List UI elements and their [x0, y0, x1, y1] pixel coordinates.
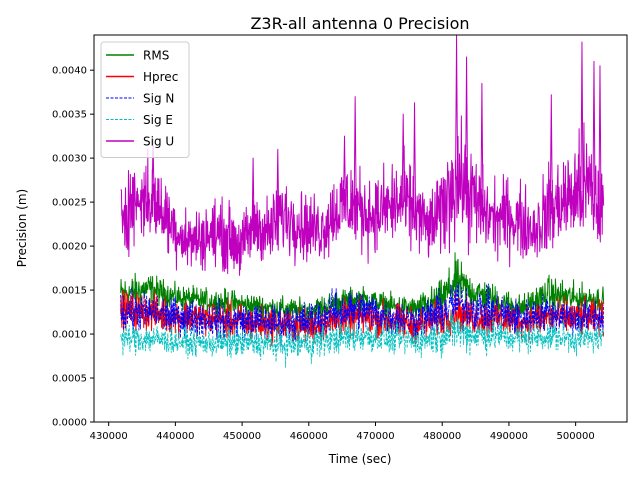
y-tick-label: 0.0025 — [52, 198, 87, 209]
y-tick-label: 0.0030 — [52, 154, 87, 165]
x-tick-label: 470000 — [356, 431, 394, 442]
legend-label: Hprec — [143, 70, 178, 84]
y-tick-label: 0.0005 — [52, 374, 87, 385]
legend-label: Sig E — [143, 113, 173, 127]
y-tick-label: 0.0010 — [52, 330, 87, 341]
y-tick-label: 0.0000 — [52, 418, 87, 429]
y-tick-label: 0.0040 — [52, 66, 87, 77]
y-axis-label: Precision (m) — [15, 189, 29, 267]
axes-frame — [93, 34, 628, 423]
legend: RMS Hprec Sig N Sig E Sig U — [100, 41, 190, 158]
y-tick-label: 0.0035 — [52, 110, 87, 121]
y-tick-label: 0.0020 — [52, 242, 87, 253]
x-axis-label: Time (sec) — [328, 452, 392, 466]
legend-label: RMS — [143, 49, 169, 63]
y-tick-label: 0.0015 — [52, 286, 87, 297]
legend-label: Sig U — [143, 135, 174, 149]
x-tick-label: 430000 — [90, 431, 128, 442]
x-tick-label: 500000 — [557, 431, 595, 442]
legend-label: Sig N — [143, 92, 174, 106]
x-tick-label: 460000 — [290, 431, 328, 442]
series-line-sig-n — [120, 281, 605, 346]
x-axis: 430000 440000 450000 460000 470000 480000 4900… — [90, 422, 595, 442]
series-line-sig-e — [120, 309, 605, 368]
x-tick-label: 450000 — [223, 431, 261, 442]
x-tick-label: 440000 — [156, 431, 194, 442]
x-tick-label: 480000 — [423, 431, 461, 442]
chart-title: Z3R-all antenna 0 Precision — [250, 14, 469, 33]
y-axis: 0.0000 0.0005 0.0010 0.0015 0.0020 0.0025 0.00… — [52, 66, 94, 429]
x-tick-label: 490000 — [490, 431, 528, 442]
series-line-hprec — [120, 289, 605, 347]
plot-area — [120, 35, 605, 368]
legend-box — [100, 41, 190, 158]
